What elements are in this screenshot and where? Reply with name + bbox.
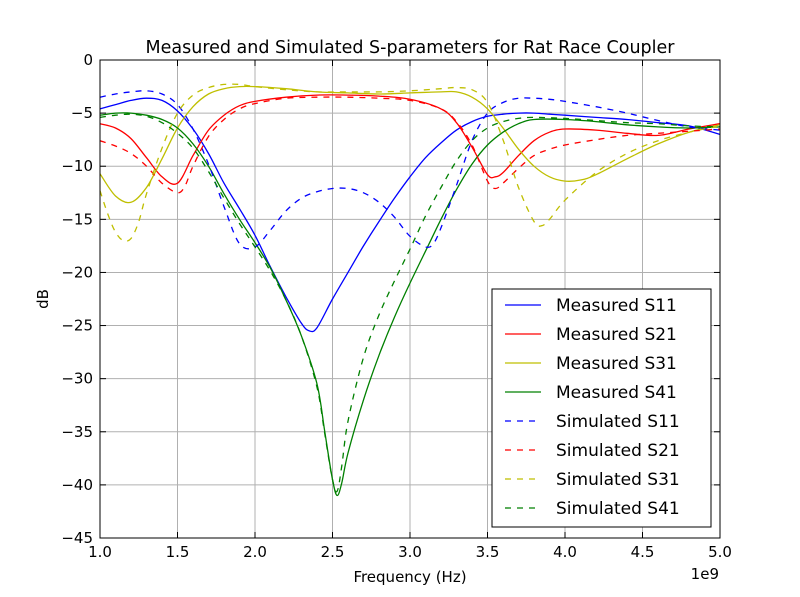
y-tick-label: −45 [61, 529, 93, 547]
x-axis-label: Frequency (Hz) [353, 568, 466, 586]
series-line-measured-s41 [99, 112, 721, 497]
legend-label-simulated-s21: Simulated S21 [556, 441, 680, 461]
legend-label-simulated-s31: Simulated S31 [556, 470, 680, 490]
legend-box [491, 288, 712, 528]
y-tick-label: −20 [61, 263, 93, 281]
series-line-simulated-s11 [99, 90, 721, 250]
x-tick-label: 2.5 [321, 543, 345, 561]
series-lines [99, 83, 721, 497]
legend-label-simulated-s41: Simulated S41 [556, 499, 680, 519]
y-tick-label: −35 [61, 423, 93, 441]
x-tick-label: 5.0 [708, 543, 732, 561]
legend-label-measured-s31: Measured S31 [556, 354, 677, 374]
x-axis-scale-label: 1e9 [691, 565, 719, 583]
y-tick-label: −5 [71, 104, 93, 122]
x-tick-label: 4.5 [631, 543, 655, 561]
y-axis-label: dB [34, 289, 52, 309]
x-tick-label: 3.5 [476, 543, 500, 561]
series-line-simulated-s21 [99, 96, 721, 194]
series-line-measured-s21 [99, 94, 721, 185]
x-tick-label: 1.0 [88, 543, 112, 561]
x-tick-label: 1.5 [166, 543, 190, 561]
axis-ticks: 1.0 1.5 2.0 2.5 3.0 3.5 4.0 4.5 5.0 0 −5 −10 −15 −20 −… [61, 51, 732, 561]
y-tick-label: −10 [61, 157, 93, 175]
y-tick-label: −40 [61, 476, 93, 494]
legend: Measured S11 Measured S21 Measured S31 Meas… [491, 288, 712, 528]
x-tick-label: 4.0 [553, 543, 577, 561]
legend-label-measured-s11: Measured S11 [556, 296, 677, 316]
x-tick-label: 2.0 [243, 543, 267, 561]
x-tick-label: 3.0 [398, 543, 422, 561]
y-tick-label: −25 [61, 317, 93, 335]
series-line-simulated-s41 [99, 113, 721, 493]
y-tick-label: −15 [61, 210, 93, 228]
legend-label-simulated-s11: Simulated S11 [556, 412, 680, 432]
legend-label-measured-s41: Measured S41 [556, 383, 677, 403]
legend-label-measured-s21: Measured S21 [556, 325, 677, 345]
chart-title: Measured and Simulated S-parameters for … [146, 38, 676, 58]
y-tick-label: −30 [61, 370, 93, 388]
y-tick-label: 0 [83, 51, 93, 69]
